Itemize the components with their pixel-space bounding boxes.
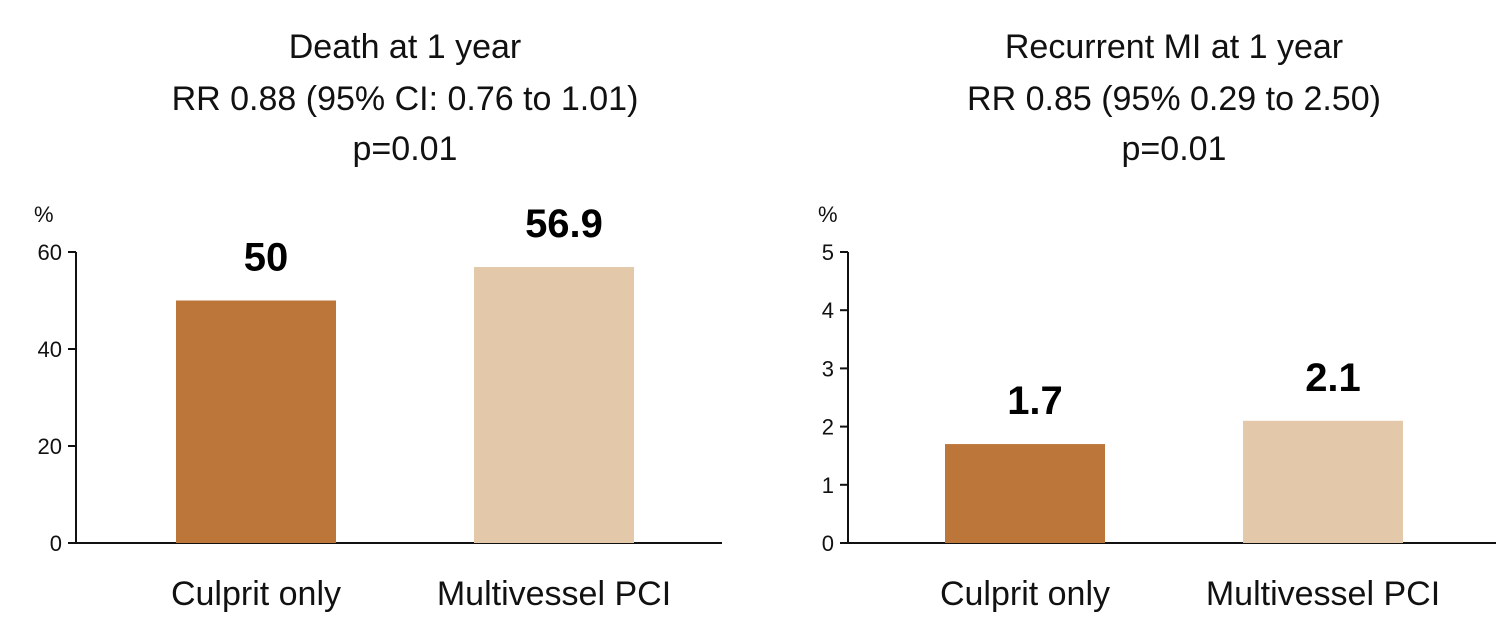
y-axis-unit-label: % [818, 202, 838, 227]
y-tick-label: 40 [38, 337, 62, 362]
y-axis-unit-label: % [34, 202, 54, 227]
y-tick-label: 0 [822, 531, 834, 556]
y-tick-label: 1 [822, 473, 834, 498]
category-label: Multivessel PCI [1206, 575, 1440, 613]
bar-value-label: 50 [244, 236, 289, 280]
chart-panel-death: Death at 1 year RR 0.88 (95% CI: 0.76 to… [34, 28, 722, 613]
bar [176, 300, 336, 543]
category-label: Culprit only [171, 575, 341, 613]
bar [945, 444, 1105, 543]
chart-title-line-1: Death at 1 year [289, 28, 521, 66]
y-tick-label: 2 [822, 415, 834, 440]
chart-title-line-1: Recurrent MI at 1 year [1005, 28, 1343, 66]
chart-title-line-3: p=0.01 [1122, 130, 1227, 168]
plot-area: 0 20 40 60 50 Culprit only 56.9 Multivessel PCI [38, 202, 722, 613]
plot-area: 0 1 2 3 4 5 1.7 Culprit only 2.1 Multivessel PCI [822, 240, 1496, 613]
y-tick-label: 4 [822, 298, 834, 323]
chart-title-line-2: RR 0.88 (95% CI: 0.76 to 1.01) [172, 80, 639, 118]
bar-value-label: 2.1 [1305, 356, 1361, 400]
y-tick-label: 5 [822, 240, 834, 265]
bar [1243, 420, 1403, 543]
y-tick-label: 0 [50, 531, 62, 556]
bar-value-label: 1.7 [1007, 379, 1063, 423]
chart-title-line-3: p=0.01 [353, 130, 458, 168]
y-tick-label: 20 [38, 434, 62, 459]
y-tick-label: 60 [38, 240, 62, 265]
chart-panel-recurrent-mi: Recurrent MI at 1 year RR 0.85 (95% 0.29… [818, 28, 1496, 613]
category-label: Multivessel PCI [437, 575, 671, 613]
y-tick-label: 3 [822, 356, 834, 381]
category-label: Culprit only [940, 575, 1110, 613]
bar-value-label: 56.9 [525, 202, 603, 246]
bar [474, 267, 634, 543]
chart-title-line-2: RR 0.85 (95% 0.29 to 2.50) [967, 80, 1381, 118]
